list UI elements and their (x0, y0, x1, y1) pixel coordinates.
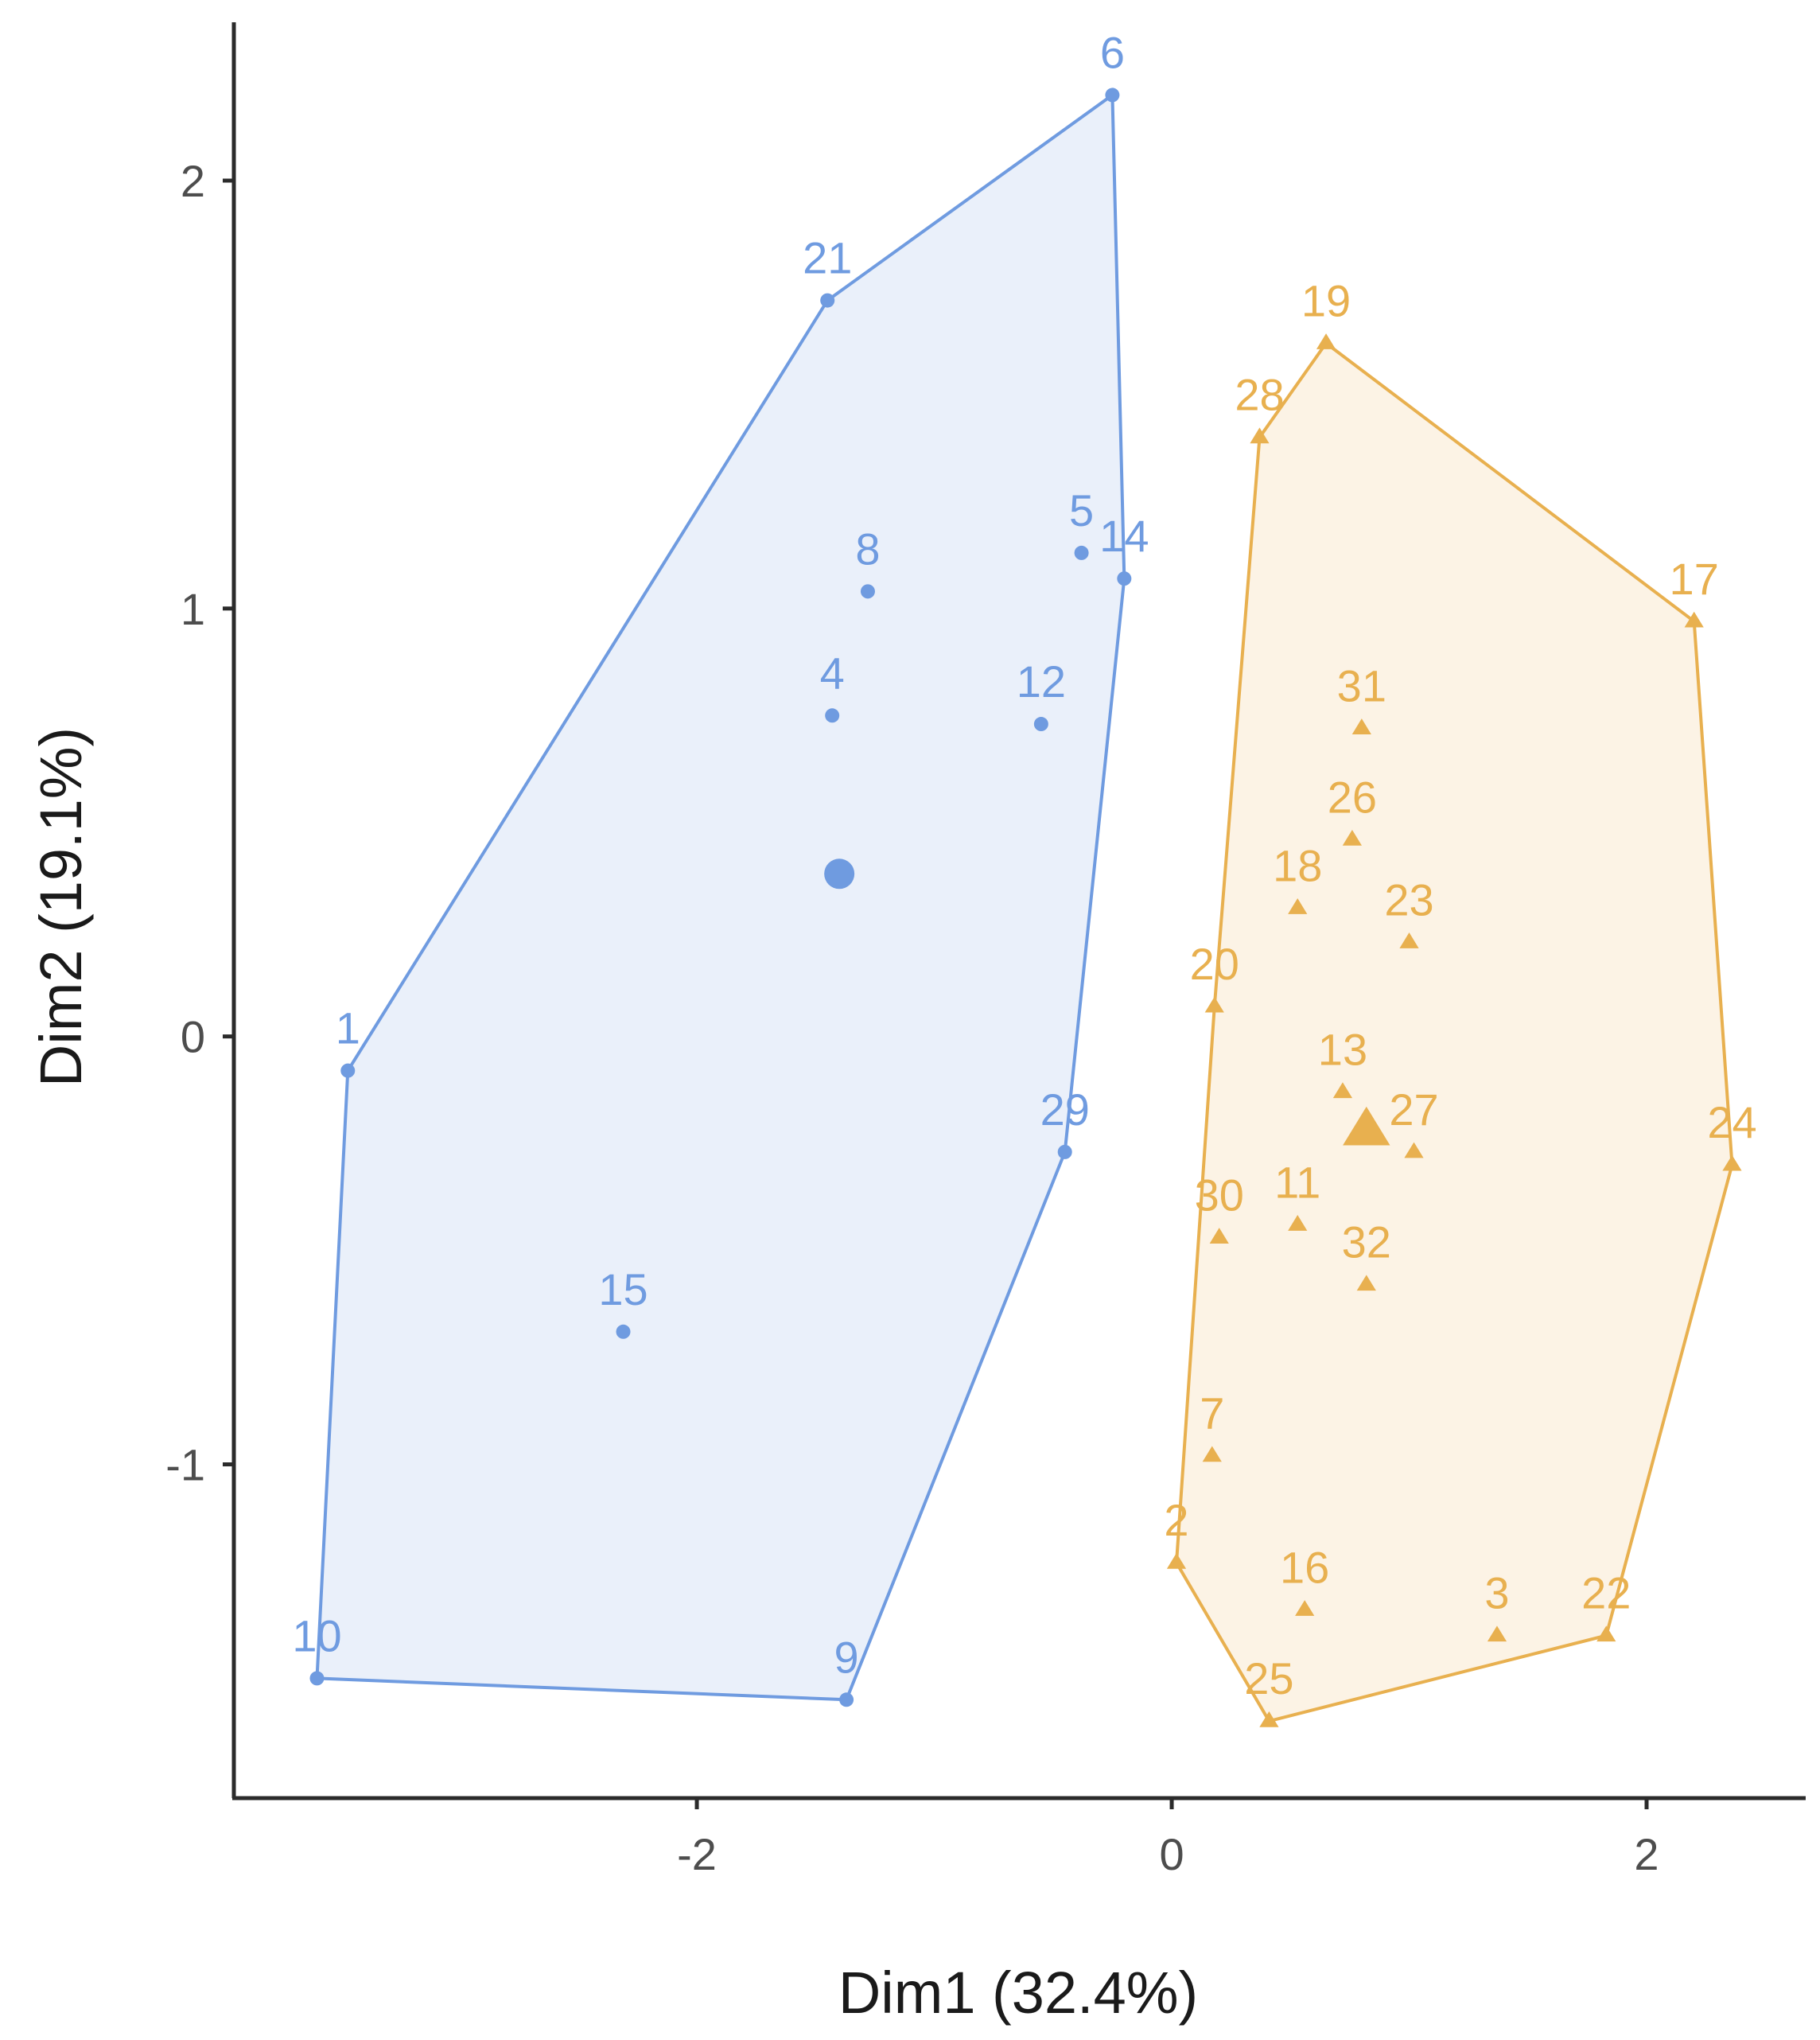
data-point (309, 1671, 325, 1686)
x-tick-label: 0 (1159, 1829, 1184, 1879)
data-point (1399, 932, 1419, 948)
point-label: 24 (1707, 1097, 1756, 1147)
group-centroid (1343, 1106, 1390, 1146)
point-label: 8 (855, 524, 880, 574)
point-label: 13 (1318, 1025, 1367, 1075)
data-point (616, 1324, 631, 1339)
data-point (1057, 1144, 1072, 1159)
data-point (1684, 611, 1704, 628)
data-point (1356, 1275, 1376, 1291)
data-point (1166, 1552, 1187, 1569)
point-label: 6 (1100, 27, 1125, 77)
point-label: 23 (1384, 874, 1433, 925)
point-label: 22 (1581, 1568, 1631, 1618)
point-label: 20 (1190, 939, 1239, 989)
data-point (1487, 1625, 1507, 1642)
label-layer: 1456891012141521292371113161718192022232… (292, 27, 1756, 1703)
hull-layer (315, 93, 1734, 1723)
data-point (839, 1692, 854, 1707)
point-label: 17 (1670, 554, 1719, 604)
point-label: 11 (1274, 1157, 1320, 1207)
point-label: 26 (1328, 772, 1377, 822)
x-tick-label: -2 (677, 1829, 717, 1879)
y-tick-label: 1 (181, 584, 205, 634)
convex-hull-1 (315, 93, 1126, 1702)
y-tick-label: 0 (181, 1012, 205, 1062)
data-point (1259, 1711, 1279, 1727)
data-point (1117, 571, 1132, 586)
point-label: 5 (1069, 485, 1094, 535)
data-point (1342, 829, 1362, 846)
point-label: 28 (1235, 370, 1284, 420)
point-label: 14 (1099, 511, 1149, 561)
point-label: 27 (1389, 1084, 1438, 1135)
y-axis-title: Dim2 (19.1%) (28, 727, 94, 1087)
data-point (1596, 1625, 1616, 1642)
data-point (1105, 88, 1120, 103)
data-point (820, 293, 835, 308)
point-label: 9 (834, 1632, 859, 1682)
data-point (1033, 717, 1048, 732)
data-point (860, 584, 875, 599)
data-point (1209, 1228, 1229, 1244)
data-point (1202, 1446, 1222, 1462)
point-label: 2 (1164, 1495, 1188, 1545)
point-label: 31 (1337, 660, 1386, 710)
data-point (1316, 333, 1336, 349)
point-label: 16 (1280, 1542, 1329, 1592)
x-axis-title: Dim1 (32.4%) (838, 1960, 1198, 2026)
y-tick-label: -1 (165, 1439, 205, 1489)
point-label: 7 (1200, 1388, 1224, 1439)
data-point (1332, 1082, 1353, 1099)
convex-hull-2 (1175, 341, 1734, 1723)
data-point (340, 1063, 356, 1078)
point-label: 18 (1273, 840, 1322, 890)
point-layer (309, 88, 1742, 1727)
x-tick-label: 2 (1634, 1829, 1659, 1879)
data-point (1351, 718, 1371, 734)
point-label: 21 (803, 233, 852, 283)
data-point (1250, 427, 1270, 444)
point-label: 12 (1017, 656, 1066, 707)
data-point (1204, 996, 1224, 1013)
data-point (1722, 1154, 1742, 1171)
data-point (825, 708, 840, 723)
point-label: 15 (598, 1264, 648, 1314)
group-centroid (824, 858, 855, 890)
data-point (1295, 1600, 1315, 1616)
point-label: 19 (1301, 275, 1351, 325)
data-point (1288, 898, 1308, 914)
point-label: 30 (1195, 1170, 1244, 1220)
point-label: 25 (1244, 1653, 1293, 1703)
point-label: 4 (820, 648, 845, 698)
point-label: 1 (336, 1003, 360, 1053)
data-point (1404, 1142, 1424, 1158)
point-label: 29 (1040, 1084, 1090, 1135)
y-tick-label: 2 (181, 156, 205, 206)
point-label: 10 (292, 1610, 341, 1660)
axis-layer (231, 22, 1806, 1801)
data-point (1288, 1215, 1308, 1231)
point-label: 3 (1484, 1568, 1509, 1618)
data-point (1074, 545, 1089, 560)
point-label: 32 (1342, 1217, 1391, 1267)
